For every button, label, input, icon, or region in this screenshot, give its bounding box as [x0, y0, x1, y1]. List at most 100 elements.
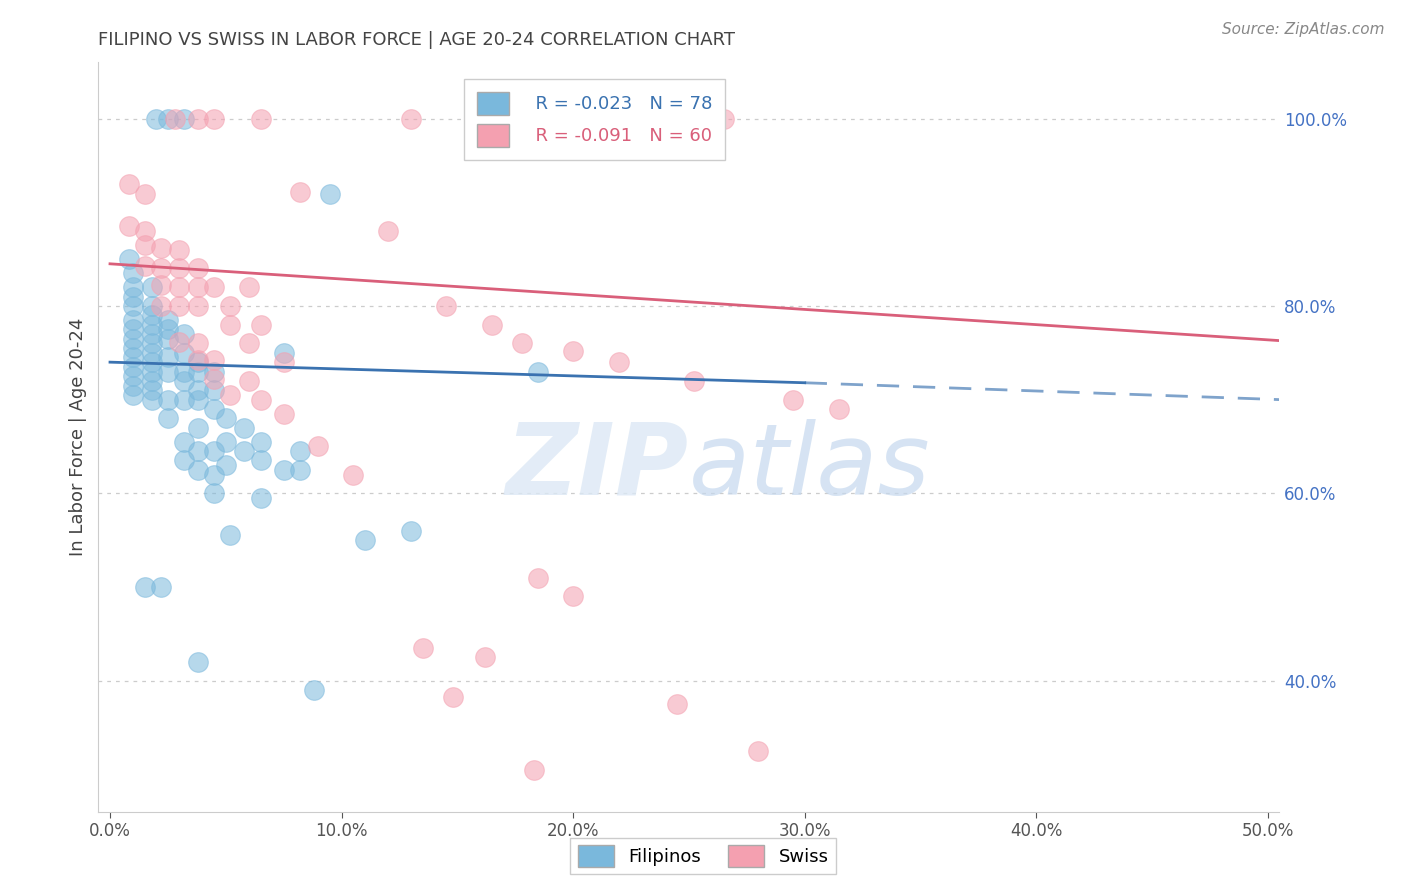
Point — [169, 299, 191, 313]
Point — [141, 384, 163, 398]
Point — [173, 112, 195, 126]
Point — [202, 467, 225, 482]
Point — [156, 313, 179, 327]
Point — [441, 690, 464, 705]
Point — [666, 697, 689, 711]
Point — [141, 318, 163, 332]
Point — [215, 458, 238, 473]
Point — [173, 326, 195, 341]
Point — [288, 463, 311, 477]
Legend: Filipinos, Swiss: Filipinos, Swiss — [571, 838, 835, 874]
Point — [169, 334, 191, 349]
Point — [288, 444, 311, 458]
Point — [219, 299, 242, 313]
Point — [141, 365, 163, 379]
Point — [156, 322, 179, 336]
Point — [219, 318, 242, 332]
Point — [122, 313, 145, 327]
Point — [523, 763, 546, 777]
Point — [187, 280, 209, 294]
Point — [510, 336, 533, 351]
Point — [399, 112, 422, 126]
Point — [273, 407, 295, 421]
Point — [187, 336, 209, 351]
Point — [141, 309, 163, 323]
Point — [156, 332, 179, 346]
Point — [134, 238, 156, 252]
Point — [273, 355, 295, 369]
Point — [474, 650, 496, 665]
Point — [187, 420, 209, 434]
Point — [187, 655, 209, 669]
Point — [307, 440, 329, 454]
Point — [122, 388, 145, 402]
Point — [219, 388, 242, 402]
Point — [122, 299, 145, 313]
Point — [173, 365, 195, 379]
Point — [187, 299, 209, 313]
Point — [828, 402, 851, 417]
Point — [141, 355, 163, 369]
Point — [187, 355, 209, 369]
Point — [149, 299, 172, 313]
Point — [173, 346, 195, 360]
Point — [141, 336, 163, 351]
Point — [122, 341, 145, 355]
Point — [156, 351, 179, 365]
Point — [202, 372, 225, 386]
Point — [187, 444, 209, 458]
Point — [302, 683, 325, 698]
Point — [202, 365, 225, 379]
Point — [163, 112, 186, 126]
Point — [249, 392, 271, 407]
Point — [434, 299, 457, 313]
Point — [117, 219, 139, 234]
Point — [141, 280, 163, 294]
Text: Source: ZipAtlas.com: Source: ZipAtlas.com — [1222, 22, 1385, 37]
Point — [173, 392, 195, 407]
Point — [233, 444, 256, 458]
Point — [782, 392, 804, 407]
Point — [169, 261, 191, 276]
Point — [238, 336, 260, 351]
Point — [149, 580, 172, 594]
Point — [122, 266, 145, 280]
Point — [249, 318, 271, 332]
Point — [156, 392, 179, 407]
Point — [187, 365, 209, 379]
Point — [202, 280, 225, 294]
Point — [187, 392, 209, 407]
Point — [187, 112, 209, 126]
Point — [141, 346, 163, 360]
Point — [377, 224, 399, 238]
Point — [609, 355, 631, 369]
Point — [187, 384, 209, 398]
Text: atlas: atlas — [689, 418, 931, 516]
Point — [122, 359, 145, 374]
Point — [273, 463, 295, 477]
Point — [156, 411, 179, 425]
Point — [273, 346, 295, 360]
Point — [527, 365, 550, 379]
Point — [134, 580, 156, 594]
Legend:   R = -0.023   N = 78,   R = -0.091   N = 60: R = -0.023 N = 78, R = -0.091 N = 60 — [464, 79, 724, 160]
Point — [682, 374, 704, 388]
Point — [122, 332, 145, 346]
Point — [353, 533, 375, 547]
Point — [134, 186, 156, 201]
Point — [747, 744, 769, 758]
Y-axis label: In Labor Force | Age 20-24: In Labor Force | Age 20-24 — [69, 318, 87, 557]
Point — [122, 322, 145, 336]
Point — [481, 318, 503, 332]
Point — [238, 374, 260, 388]
Point — [713, 112, 735, 126]
Point — [249, 453, 271, 467]
Point — [122, 369, 145, 384]
Point — [134, 259, 156, 273]
Point — [215, 411, 238, 425]
Point — [187, 261, 209, 276]
Point — [122, 351, 145, 365]
Point — [122, 280, 145, 294]
Point — [219, 528, 242, 542]
Point — [319, 186, 342, 201]
